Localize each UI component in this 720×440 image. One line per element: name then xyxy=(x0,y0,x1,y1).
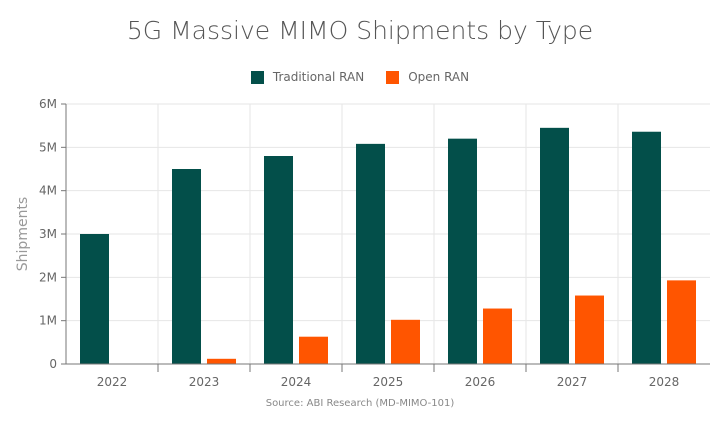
x-tick-label: 2022 xyxy=(97,375,128,389)
bar-traditional-ran-2022 xyxy=(80,234,109,364)
legend: Traditional RAN Open RAN xyxy=(0,70,720,84)
y-tick-label: 6M xyxy=(39,97,57,111)
x-tick-label: 2024 xyxy=(281,375,312,389)
x-tick-label: 2025 xyxy=(373,375,404,389)
bar-traditional-ran-2028 xyxy=(632,131,661,364)
y-tick-label: 5M xyxy=(39,140,57,154)
bar-traditional-ran-2026 xyxy=(448,138,477,364)
bar-traditional-ran-2027 xyxy=(540,127,569,364)
bar-traditional-ran-2023 xyxy=(172,169,201,364)
bar-open-ran-2027 xyxy=(575,295,604,364)
x-tick-label: 2026 xyxy=(465,375,496,389)
bar-traditional-ran-2025 xyxy=(356,143,385,364)
y-tick-label: 0 xyxy=(49,357,57,371)
y-tick-label: 4M xyxy=(39,184,57,198)
y-axis-label: Shipments xyxy=(15,197,31,271)
y-tick-label: 2M xyxy=(39,270,57,284)
legend-swatch xyxy=(386,70,400,84)
legend-swatch xyxy=(250,70,264,84)
bar-traditional-ran-2024 xyxy=(264,156,293,364)
x-tick-label: 2023 xyxy=(189,375,220,389)
y-tick-label: 1M xyxy=(39,314,57,328)
x-tick-label: 2027 xyxy=(557,375,588,389)
bar-open-ran-2025 xyxy=(391,319,420,364)
bar-open-ran-2024 xyxy=(299,336,328,364)
y-tick-label: 3M xyxy=(39,227,57,241)
bar-open-ran-2026 xyxy=(483,308,512,364)
chart-title: 5G Massive MIMO Shipments by Type xyxy=(126,16,594,45)
legend-item-traditional-ran[interactable]: Traditional RAN xyxy=(250,70,365,84)
bar-open-ran-2023 xyxy=(207,358,236,364)
legend-label: Open RAN xyxy=(408,70,470,84)
bar-open-ran-2028 xyxy=(667,280,696,364)
legend-item-open-ran[interactable]: Open RAN xyxy=(386,70,469,84)
source-note: Source: ABI Research (MD-MIMO-101) xyxy=(265,398,455,409)
legend-label: Traditional RAN xyxy=(272,70,365,84)
x-tick-label: 2028 xyxy=(649,375,680,389)
